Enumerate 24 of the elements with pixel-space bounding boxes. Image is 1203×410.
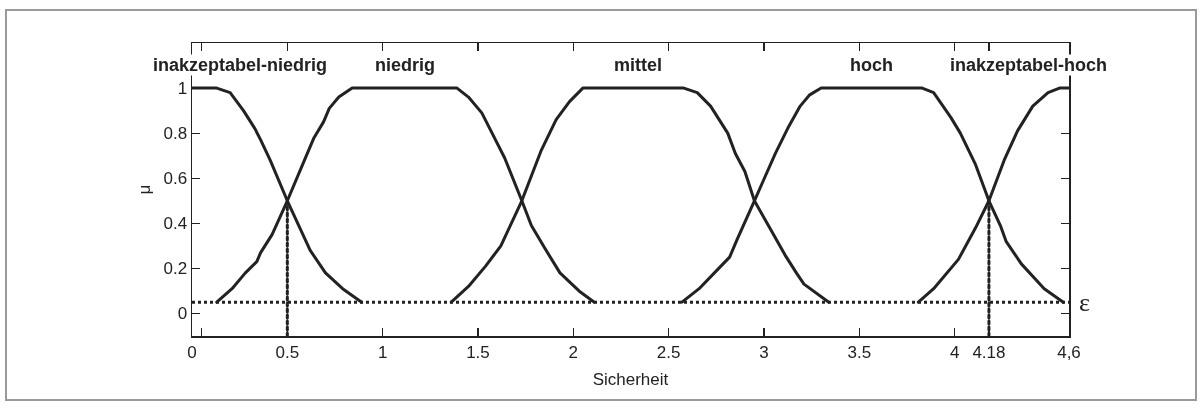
legend-label: mittel [614, 55, 663, 75]
x-tick-label: 1 [377, 342, 388, 362]
x-tick-label: 1.5 [466, 342, 490, 362]
x-tick-label: 2 [568, 342, 579, 362]
x-tick-label: 0.5 [275, 342, 300, 362]
x-axis-title: Sicherheit [592, 370, 669, 390]
y-tick-label: 0.2 [163, 259, 188, 279]
x-tick-label: 4,6 [1057, 342, 1081, 362]
x-tick-label: 3 [759, 342, 769, 362]
y-tick-label: 0.4 [163, 214, 188, 234]
legend-label: inakzeptabel-niedrig [153, 55, 328, 75]
x-tick-label: 3.5 [847, 342, 872, 362]
legend-label: hoch [850, 55, 893, 75]
y-axis-title: μ [135, 184, 155, 195]
ref-line-label: ε [1079, 288, 1090, 317]
x-tick-label: 4.18 [972, 342, 1006, 362]
legend-label: inakzeptabel-hoch [950, 55, 1108, 75]
x-tick-label: 4 [949, 342, 960, 362]
y-tick-label: 0 [177, 304, 188, 324]
y-tick-label: 0.6 [163, 169, 188, 189]
legend-label: niedrig [375, 55, 436, 75]
y-tick-label: 1 [177, 79, 188, 99]
x-tick-label: 2.5 [656, 342, 681, 362]
y-tick-label: 0.8 [163, 124, 188, 144]
